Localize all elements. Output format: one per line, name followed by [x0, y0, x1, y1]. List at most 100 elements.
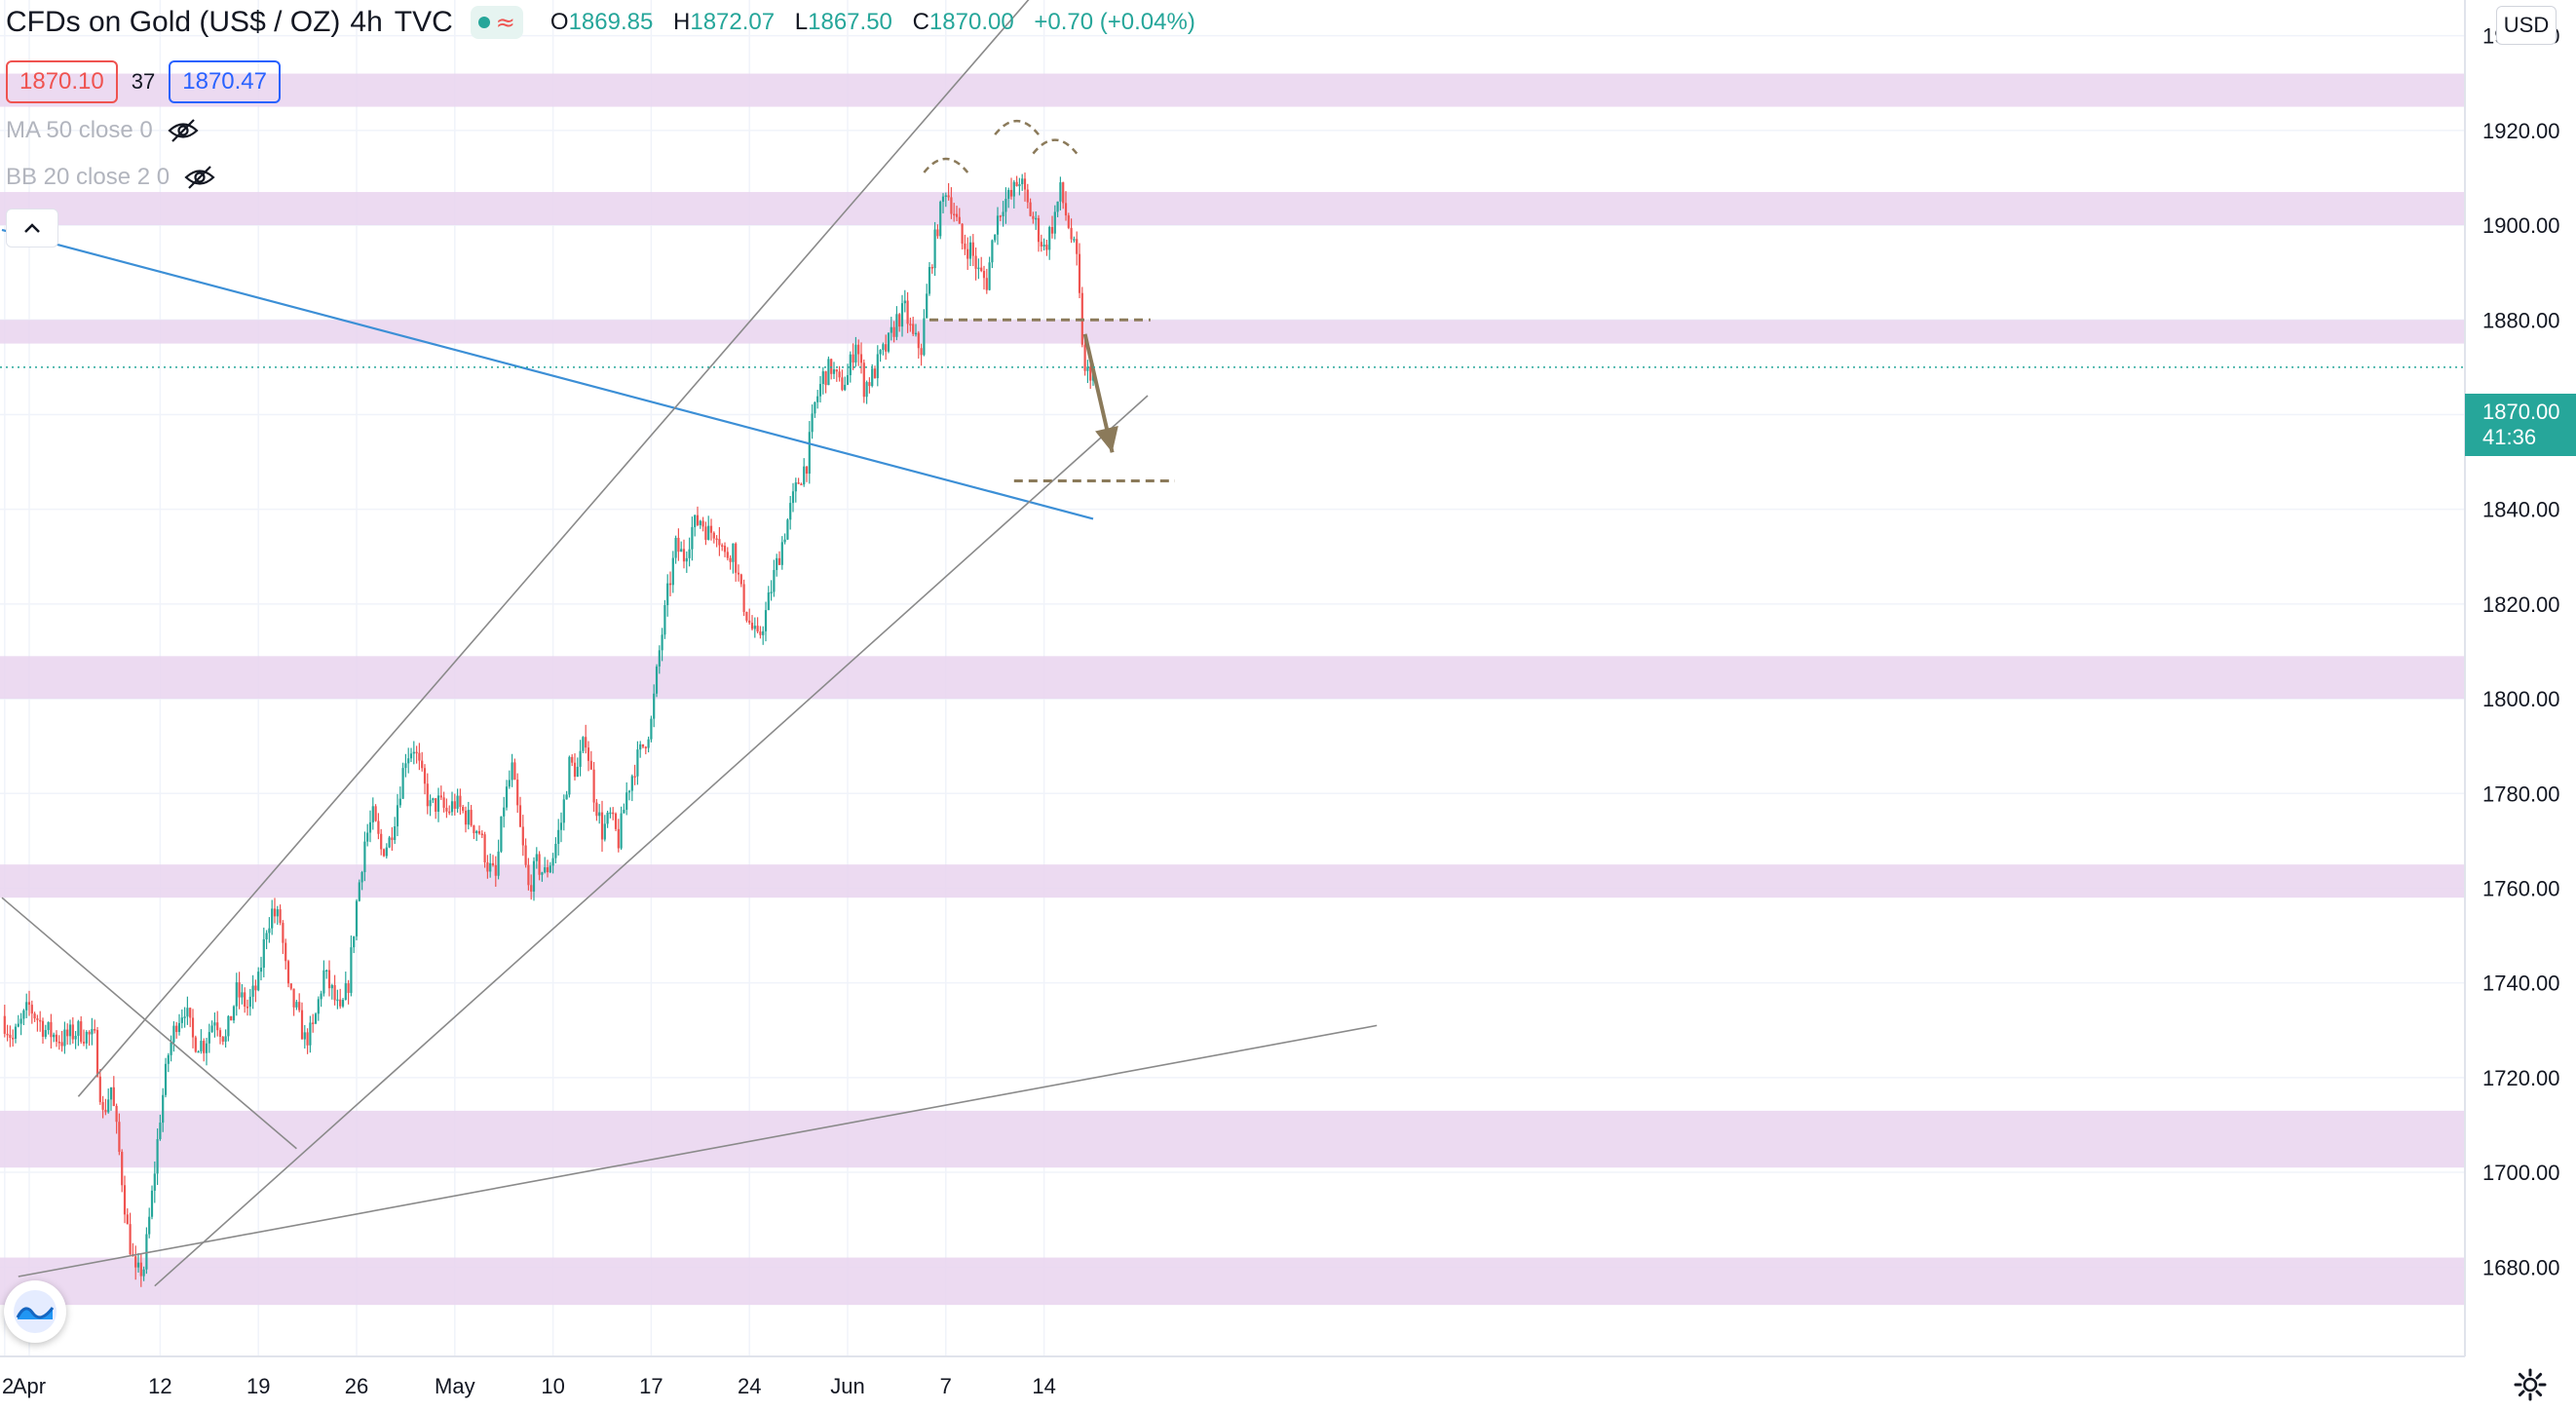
candle-body: [871, 368, 874, 387]
candle-body: [254, 985, 257, 991]
candle-body: [677, 537, 680, 553]
candle-body: [780, 542, 783, 565]
candle-body: [811, 413, 814, 433]
candle-body: [985, 278, 988, 290]
candle-body: [903, 300, 906, 304]
candle-body: [22, 1010, 25, 1019]
eye-off-icon[interactable]: [183, 165, 216, 190]
candle-body: [41, 1020, 45, 1037]
gear-icon[interactable]: [2512, 1366, 2549, 1403]
candle-body: [655, 666, 659, 694]
candle-body: [521, 826, 524, 846]
candle-body: [401, 768, 404, 799]
candle-body: [773, 569, 776, 592]
candle-body: [723, 546, 727, 553]
price-tick-label: 1880.00: [2482, 308, 2560, 332]
candle-body: [524, 845, 527, 865]
candle-body: [756, 626, 759, 632]
price-tick-label: 1780.00: [2482, 782, 2560, 806]
candle-body: [941, 196, 945, 203]
collapse-legend-button[interactable]: [6, 209, 58, 248]
candle-body: [3, 1015, 6, 1034]
candle-body: [183, 1016, 186, 1018]
candle-body: [289, 983, 292, 989]
candle-body: [527, 864, 530, 886]
currency-button[interactable]: USD: [2496, 6, 2557, 45]
interval-label[interactable]: 4h: [350, 6, 383, 38]
price-tick-label: 1720.00: [2482, 1066, 2560, 1090]
candle-body: [380, 833, 383, 850]
candle-body: [279, 909, 282, 924]
candle-body: [1032, 215, 1035, 219]
sell-price-box[interactable]: 1870.10: [6, 60, 118, 103]
candle-body: [412, 751, 415, 754]
candle-body: [805, 466, 809, 475]
candle-body: [191, 1017, 195, 1038]
drawing-layer[interactable]: [0, 0, 2465, 1287]
candle-body: [1089, 366, 1092, 381]
symbol-title[interactable]: CFDs on Gold (US$ / OZ): [6, 6, 341, 38]
time-tick-label: Jun: [830, 1374, 864, 1398]
candle-body: [737, 572, 740, 575]
candle-body: [650, 718, 653, 740]
candle-body: [721, 545, 724, 547]
candle-body: [909, 324, 912, 325]
eye-off-icon[interactable]: [167, 118, 200, 143]
candle-body: [150, 1190, 154, 1217]
trend-line: [154, 395, 1149, 1287]
indicator-bb[interactable]: BB 20 close 2 0: [6, 164, 216, 191]
candle-body: [666, 583, 669, 606]
candle-body: [953, 213, 956, 216]
candle-body: [928, 267, 931, 294]
candle-body: [221, 1037, 224, 1042]
time-tick-label: 26: [345, 1374, 368, 1398]
candle-body: [582, 737, 585, 751]
price-axis[interactable]: 1680.00 1700.00 1720.00 1740.00 1760.00 1780.…: [2464, 0, 2576, 1411]
candle-body: [377, 820, 380, 834]
candle-body: [644, 746, 647, 748]
buy-price-box[interactable]: 1870.47: [169, 60, 282, 103]
price-zone: [0, 1257, 2465, 1306]
time-tick-label: 7: [940, 1374, 952, 1398]
candle-body: [1076, 239, 1079, 254]
time-tick-label: 12: [148, 1374, 171, 1398]
candle-body: [936, 229, 939, 237]
candle-body: [783, 539, 786, 543]
price-tick-label: 1840.00: [2482, 498, 2560, 522]
candle-body: [282, 923, 284, 943]
candle-body: [12, 1038, 15, 1040]
market-status-badge[interactable]: ≈: [470, 6, 523, 39]
candle-body: [136, 1262, 140, 1268]
candle-body: [464, 810, 468, 825]
tradingview-logo[interactable]: [4, 1280, 66, 1343]
candle-body: [1048, 226, 1051, 250]
candle-body: [175, 1025, 178, 1033]
time-tick-label: 10: [541, 1374, 564, 1398]
candle-body: [718, 539, 721, 546]
candle-body: [748, 620, 751, 624]
candle-body: [688, 549, 691, 558]
indicator-ma[interactable]: MA 50 close 0: [6, 117, 200, 144]
candle-body: [508, 780, 511, 787]
candle-body: [418, 752, 421, 761]
price-zone: [0, 656, 2465, 700]
high-value: 1872.07: [690, 9, 776, 35]
candle-body: [1035, 217, 1038, 220]
candle-body: [1062, 182, 1065, 204]
price-zone: [0, 864, 2465, 898]
candle-body: [159, 1123, 162, 1140]
candle-body: [1021, 178, 1024, 184]
candle-body: [95, 1030, 99, 1077]
candle-body: [906, 300, 909, 324]
candle-body: [530, 885, 533, 892]
candle-body: [1078, 253, 1081, 293]
candle-body: [854, 344, 857, 362]
candle-body: [475, 830, 478, 834]
candle-body: [426, 783, 429, 807]
candle-body: [630, 776, 633, 791]
candle-body: [91, 1029, 94, 1035]
candle-body: [230, 1015, 233, 1021]
tradingview-logo-icon: [14, 1290, 57, 1333]
